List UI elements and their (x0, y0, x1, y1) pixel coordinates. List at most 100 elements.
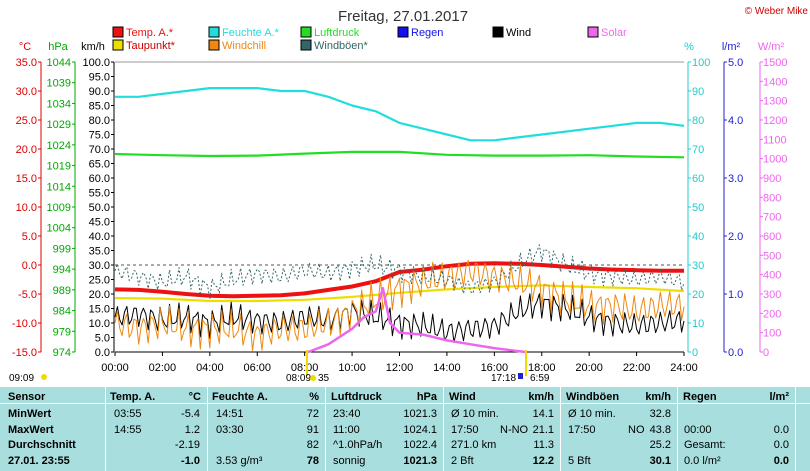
solar-tick-label: 0 (763, 347, 769, 359)
stats-header-gust-unit: km/h (645, 391, 671, 403)
sunset-value: 6:59 (530, 373, 550, 384)
stats-temp-value: -1.0 (181, 454, 200, 467)
stats-divider (105, 387, 106, 471)
stats-divider (795, 387, 796, 471)
humidity-tick-label: 20 (692, 289, 704, 301)
solar-tick-label: 1000 (763, 154, 787, 166)
sunrise-dot (310, 375, 316, 381)
stats-pressure-time: sonnig (333, 454, 366, 467)
solar-tick-label: 400 (763, 270, 781, 282)
stats-header-sensor: Sensor (8, 391, 46, 403)
x-tick-label: 14:00 (433, 362, 461, 374)
stats-wind-time: Ø 10 min. (451, 408, 499, 420)
temp-tick-label: -15.0 (12, 347, 37, 359)
series-line-taupunkt (114, 284, 685, 303)
humidity-unit: % (684, 41, 694, 53)
rain-tick-label: 1.0 (728, 289, 743, 301)
statistics-panel: Sensor Temp. A. °C Feuchte A. % Luftdruc… (0, 387, 810, 471)
weather-chart: Freitag, 27.01.2017 © Weber Mike Temp. A… (9, 6, 809, 384)
stats-pressure-value: 1024.1 (403, 423, 437, 436)
wind-tick-label: 20.0 (89, 289, 110, 301)
stats-gust-time: 5 Bft (568, 454, 591, 467)
temp-tick-label: 25.0 (16, 115, 37, 127)
series-line-solar (307, 286, 526, 354)
legend-swatch (112, 39, 124, 51)
solar-tick-label: 1500 (763, 57, 787, 69)
wind-tick-label: 85.0 (89, 101, 110, 113)
stats-divider (677, 387, 678, 471)
wind-tick-label: 55.0 (89, 188, 110, 200)
chart-title: Freitag, 27.01.2017 (338, 8, 468, 25)
humidity-tick-label: 0 (692, 347, 698, 359)
sun-markers: 09:09 08:09 35 17:18 6:59 (9, 350, 550, 384)
wind-tick-label: 60.0 (89, 173, 110, 185)
axis-units: °C hPa km/h% l/m² W/m² (19, 41, 785, 53)
x-tick-label: 06:00 (243, 362, 271, 374)
pressure-unit: hPa (48, 41, 68, 53)
stats-wind-value: 14.1 (532, 408, 554, 420)
stats-humidity-value: 82 (306, 439, 319, 451)
series-line-tempa (114, 261, 684, 299)
stats-temp-value: 1.2 (184, 423, 200, 436)
solar-tick-label: 600 (763, 231, 781, 243)
wind-tick-label: 25.0 (89, 275, 110, 287)
wind-tick-label: 70.0 (89, 144, 110, 156)
x-tick-label: 22:00 (623, 362, 651, 374)
series-group (114, 87, 685, 354)
solar-tick-label: 1300 (763, 96, 787, 108)
stats-rain-time: 00:00 (684, 423, 712, 436)
stats-gust-direction: NO (628, 423, 645, 436)
series-line-windchill (114, 259, 685, 351)
solar-tick-label: 500 (763, 250, 781, 262)
wind-tick-label: 0.0 (95, 347, 110, 359)
stats-header-divider (0, 403, 810, 404)
stats-header-rain-unit: l/m² (769, 391, 789, 403)
pressure-tick-label: 999 (53, 243, 71, 255)
pressure-tick-label: 974 (53, 347, 71, 359)
wind-tick-label: 5.0 (95, 333, 110, 345)
legend-swatch (587, 26, 599, 38)
legend-swatch (112, 26, 124, 38)
humidity-tick-label: 70 (692, 144, 704, 156)
legend: Temp. A.*Taupunkt* Feuchte A.*Windchill Lu… (112, 26, 627, 52)
legend-label: Taupunkt* (126, 40, 176, 52)
pressure-tick-label: 1004 (47, 223, 71, 235)
sunset-square (518, 373, 523, 379)
wind-tick-label: 100.0 (82, 57, 110, 69)
stats-header-pressure: Luftdruck (331, 391, 382, 403)
pressure-tick-label: 1019 (47, 161, 71, 173)
legend-label: Regen (411, 27, 443, 39)
stats-humidity-value: 72 (306, 408, 319, 420)
pressure-tick-label: 1024 (47, 140, 71, 152)
stats-humidity-value: 91 (306, 423, 319, 436)
wind-tick-label: 35.0 (89, 246, 110, 258)
rain-tick-label: 2.0 (728, 231, 743, 243)
temp-tick-label: 20.0 (16, 144, 37, 156)
x-tick-label: 00:00 (101, 362, 129, 374)
wind-unit: km/h (81, 41, 105, 53)
stats-rain-value: 0.0 (773, 454, 789, 467)
legend-swatch (208, 39, 220, 51)
wind-tick-label: 10.0 (89, 318, 110, 330)
temp-tick-label: 5.0 (22, 231, 37, 243)
wind-tick-label: 80.0 (89, 115, 110, 127)
humidity-tick-label: 10 (692, 318, 704, 330)
copyright: © Weber Mike (745, 6, 809, 17)
rain-tick-label: 5.0 (728, 57, 743, 69)
stats-header-rain: Regen (683, 391, 717, 403)
stats-row-label: MinWert (8, 408, 52, 420)
temp-tick-label: 0.0 (22, 260, 37, 272)
series-line-wind (114, 293, 685, 343)
stats-wind-direction: N-NO (500, 423, 529, 436)
sunset-label: 17:18 (491, 373, 516, 384)
x-tick-label: 20:00 (575, 362, 603, 374)
wind-tick-label: 45.0 (89, 217, 110, 229)
legend-swatch (397, 26, 409, 38)
stats-gust-time: 17:50 (568, 423, 596, 436)
stats-wind-value: 12.2 (532, 454, 554, 467)
series-line-luftdruck (114, 150, 685, 159)
stats-row-label: Durchschnitt (8, 439, 76, 451)
stats-gust-time: Ø 10 min. (568, 408, 616, 420)
legend-label: Wind (506, 27, 531, 39)
